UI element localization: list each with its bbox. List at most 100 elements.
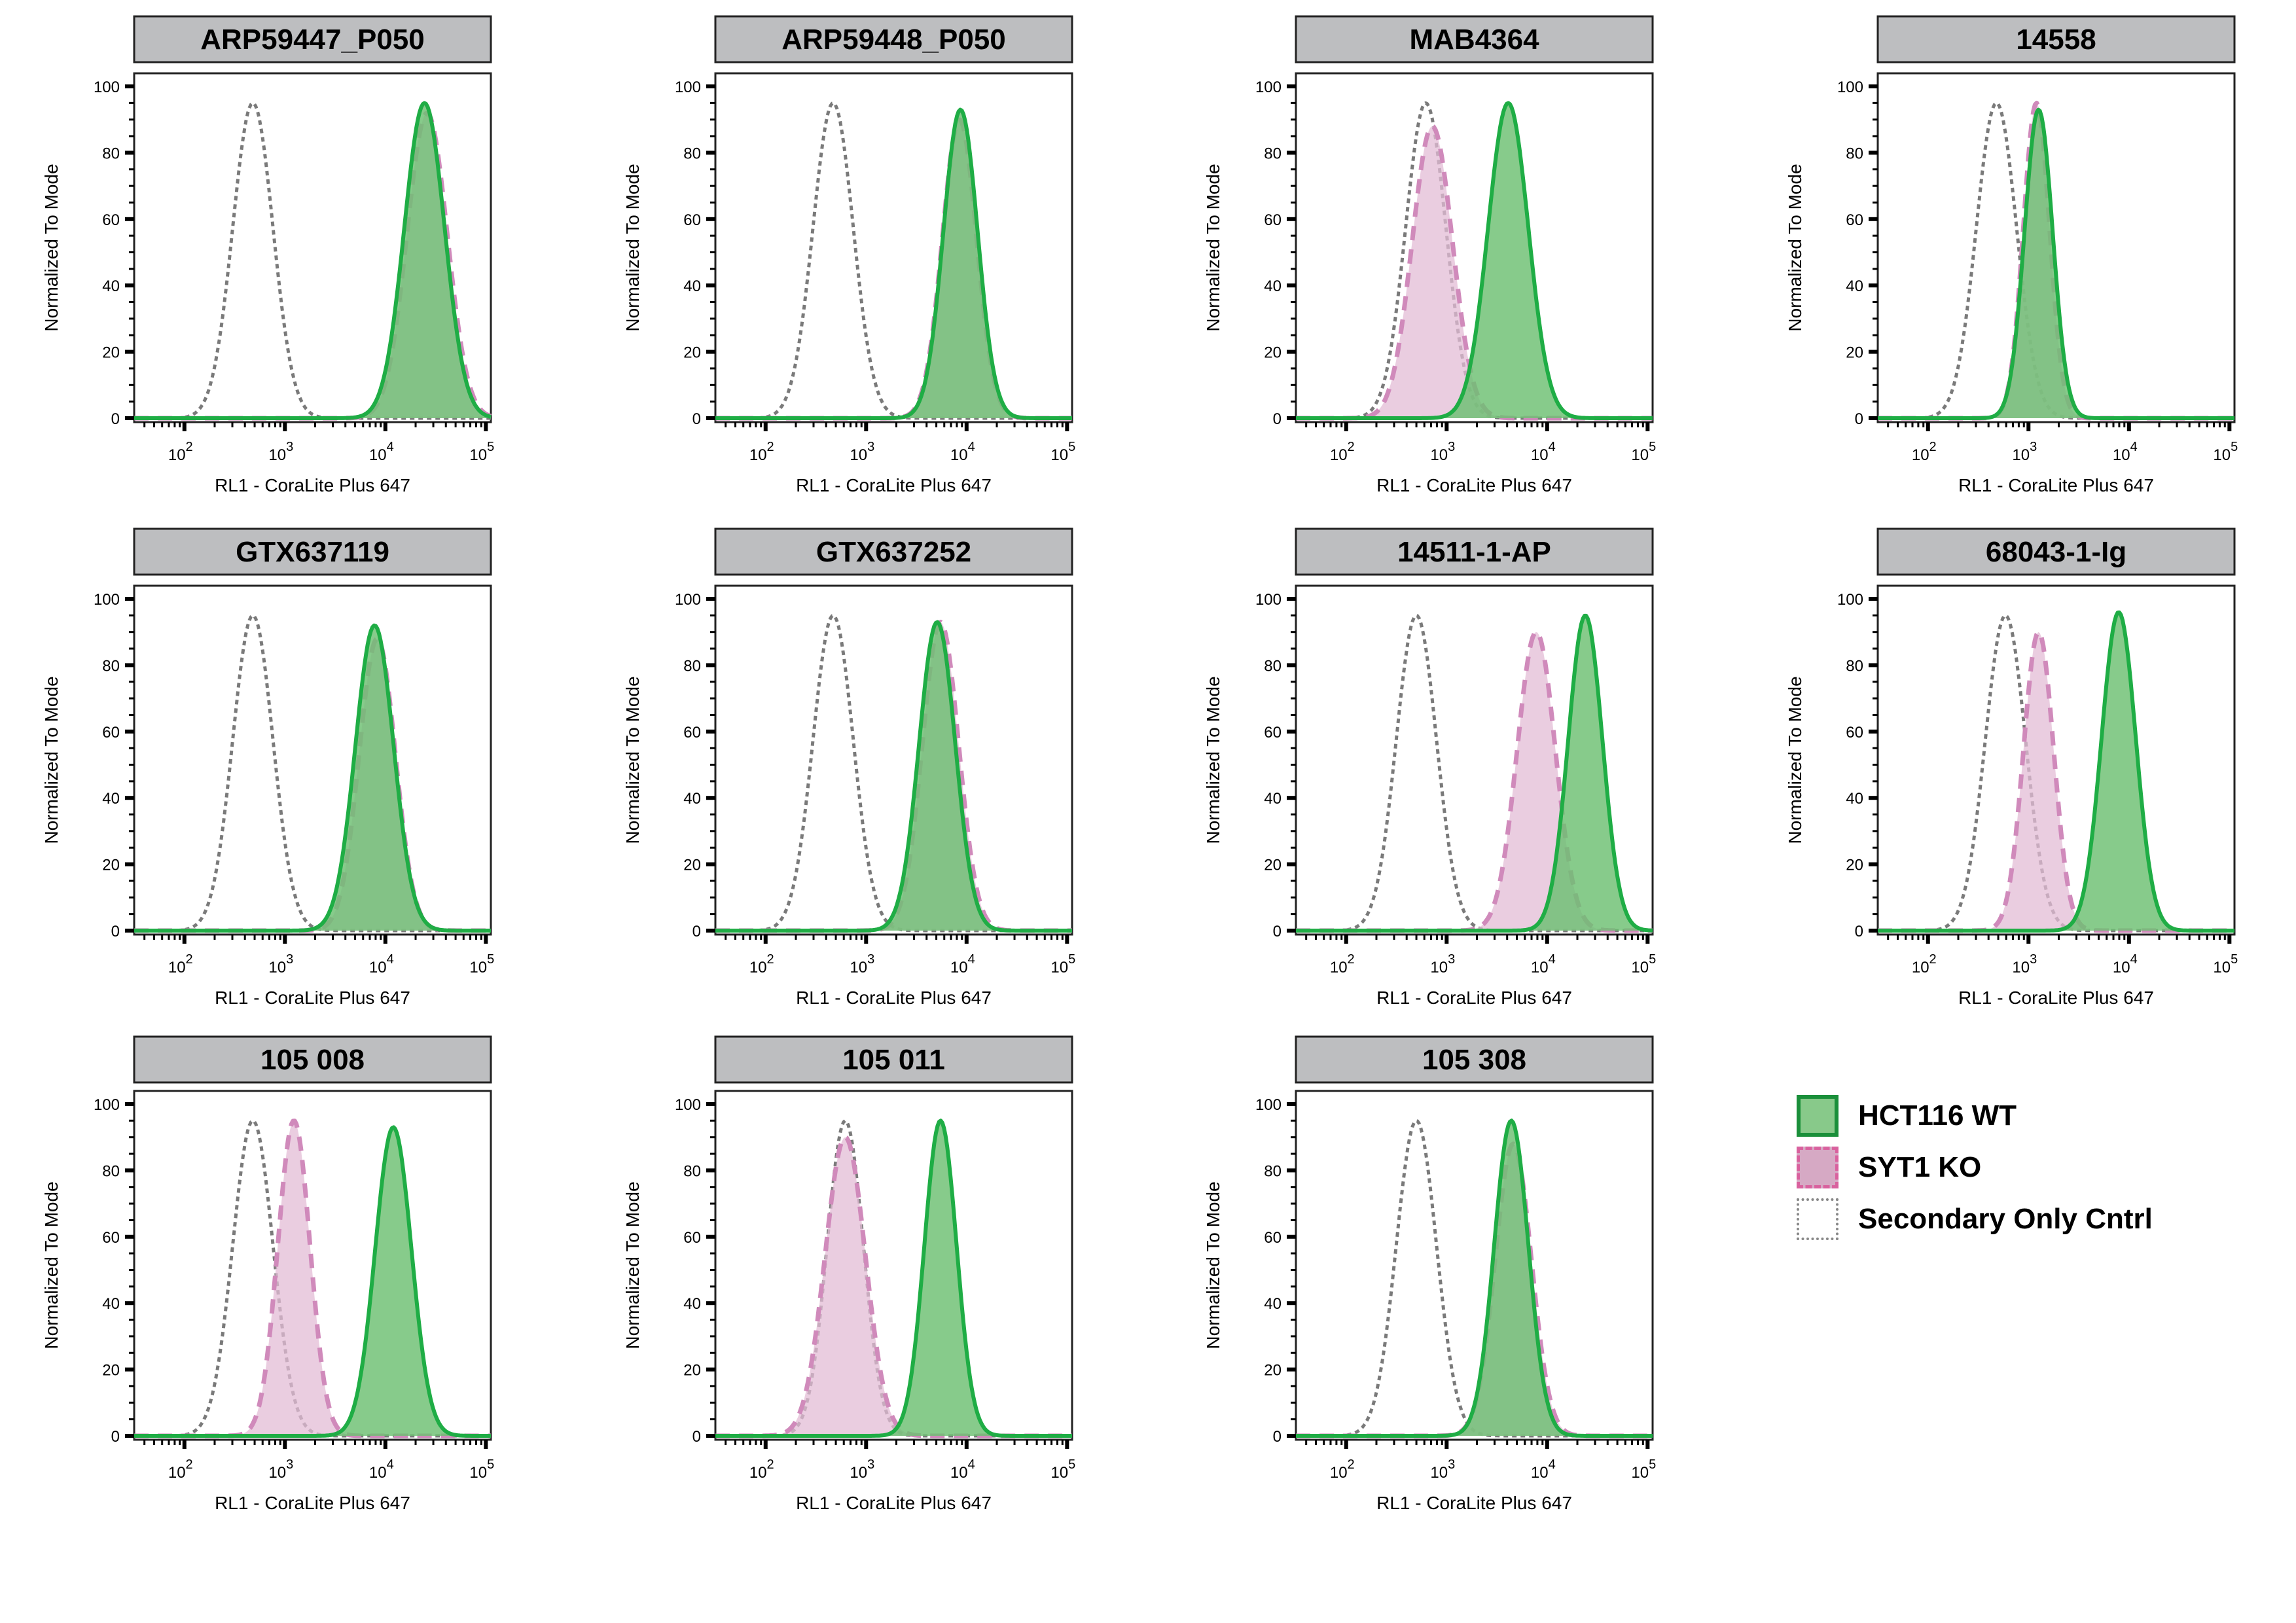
y-tick-label: 60 — [683, 724, 701, 741]
y-tick-label: 20 — [1264, 1362, 1282, 1380]
histogram-line-hct116-wt — [1295, 101, 1653, 420]
histogram-line-hct116-wt — [134, 101, 492, 420]
y-tick-label: 60 — [102, 211, 120, 229]
y-axis-label: Normalized To Mode — [41, 676, 62, 844]
panel-title: GTX637119 — [236, 536, 389, 568]
x-tick-label: 103 — [850, 1457, 874, 1482]
panel-title-box — [1876, 527, 2236, 576]
y-tick-label: 40 — [683, 277, 701, 295]
x-tick-label: 102 — [168, 1457, 193, 1482]
legend-item-ko: SYT1 KO — [1797, 1141, 2153, 1193]
y-tick-label: 0 — [1855, 923, 1863, 940]
histogram-fill-hct116-wt — [134, 1127, 491, 1436]
histogram-fill-hct116-wt — [1296, 103, 1653, 418]
legend-label: SYT1 KO — [1858, 1150, 1982, 1183]
plot-area — [714, 72, 1073, 423]
y-tick-label: 0 — [111, 1428, 120, 1446]
y-tick-label: 40 — [1264, 1295, 1282, 1313]
x-axis-label: RL1 - CoraLite Plus 647 — [796, 1493, 992, 1513]
panel-title-box — [133, 527, 492, 576]
plot-area — [133, 584, 492, 936]
x-tick-label: 104 — [2113, 440, 2138, 464]
y-axis-label: Normalized To Mode — [1785, 164, 1805, 331]
histogram-panel: GTX637119 0 20 40 60 80 100 102 103 104 105 RL1 - C… — [41, 527, 494, 1008]
panel-title: ARP59447_P050 — [200, 24, 424, 56]
legend-swatch-wt — [1797, 1094, 1839, 1137]
histogram-fill-hct116-wt — [715, 109, 1072, 418]
panel-title-box — [714, 15, 1073, 63]
histogram-panel: 105 011 0 20 40 60 80 100 102 103 104 105 RL1 - Cor… — [622, 1035, 1075, 1513]
panel-title-box — [133, 15, 492, 63]
x-tick-label: 103 — [1430, 1457, 1455, 1482]
y-tick-label: 100 — [675, 1096, 701, 1114]
y-axis-label: Normalized To Mode — [1203, 164, 1223, 331]
x-tick-label: 105 — [469, 1457, 494, 1482]
y-tick-label: 60 — [1264, 724, 1282, 741]
panel-title: 105 308 — [1422, 1044, 1526, 1076]
x-tick-label: 104 — [1531, 952, 1556, 976]
y-tick-label: 20 — [1846, 344, 1863, 362]
legend-item-wt: HCT116 WT — [1797, 1090, 2153, 1141]
y-tick-label: 80 — [102, 657, 120, 675]
y-tick-label: 80 — [1264, 1162, 1282, 1180]
x-tick-label: 103 — [850, 952, 874, 976]
x-tick-label: 104 — [2113, 952, 2138, 976]
y-tick-label: 40 — [102, 277, 120, 295]
y-axis-label: Normalized To Mode — [41, 164, 62, 331]
y-tick-label: 100 — [94, 591, 120, 609]
y-tick-label: 60 — [1846, 211, 1863, 229]
x-tick-label: 105 — [469, 440, 494, 464]
x-tick-label: 105 — [1631, 1457, 1656, 1482]
x-tick-label: 103 — [1430, 952, 1455, 976]
panel-title-box — [1295, 527, 1654, 576]
x-tick-label: 102 — [1912, 952, 1937, 976]
y-tick-label: 0 — [111, 923, 120, 940]
histogram-line-hct116-wt — [715, 1118, 1073, 1438]
x-tick-label: 102 — [1330, 1457, 1355, 1482]
y-axis-label: Normalized To Mode — [1785, 676, 1805, 844]
x-tick-label: 103 — [1430, 440, 1455, 464]
y-tick-label: 0 — [1273, 410, 1282, 428]
panel-title: 105 011 — [842, 1044, 945, 1076]
panel-title-box — [714, 527, 1073, 576]
x-tick-label: 105 — [1050, 1457, 1075, 1482]
x-tick-label: 102 — [749, 440, 774, 464]
histogram-panel: ARP59447_P050 0 20 40 60 80 100 102 103 104 105 RL1… — [41, 15, 494, 495]
histogram-panel: ARP59448_P050 0 20 40 60 80 100 102 103 104 105 RL1… — [622, 15, 1075, 495]
histogram-fill-hct116-wt — [134, 625, 491, 931]
y-axis-label: Normalized To Mode — [41, 1181, 62, 1349]
plot-area — [1295, 1090, 1654, 1441]
x-tick-label: 103 — [2012, 440, 2037, 464]
legend-swatch-ko — [1797, 1146, 1839, 1188]
legend-label: Secondary Only Cntrl — [1858, 1202, 2153, 1235]
histogram-line-hct116-wt — [134, 623, 492, 933]
y-tick-label: 60 — [683, 1229, 701, 1247]
y-tick-label: 80 — [102, 1162, 120, 1180]
x-tick-label: 105 — [2213, 440, 2238, 464]
x-tick-label: 104 — [369, 1457, 394, 1482]
y-tick-label: 60 — [1846, 724, 1863, 741]
x-axis-label: RL1 - CoraLite Plus 647 — [1376, 1493, 1572, 1513]
panel-title: 14511-1-AP — [1397, 536, 1551, 568]
legend-swatch-secondary — [1797, 1198, 1839, 1240]
panel-title: 105 008 — [260, 1044, 365, 1076]
y-tick-label: 80 — [1846, 145, 1863, 162]
y-tick-label: 40 — [683, 1295, 701, 1313]
x-tick-label: 103 — [850, 440, 874, 464]
histogram-fill-hct116-wt — [1296, 615, 1653, 931]
y-tick-label: 40 — [683, 790, 701, 808]
y-tick-label: 20 — [1264, 857, 1282, 874]
x-tick-label: 103 — [2012, 952, 2037, 976]
y-tick-label: 20 — [683, 1362, 701, 1380]
y-tick-label: 80 — [102, 145, 120, 162]
x-tick-label: 104 — [950, 952, 975, 976]
y-tick-label: 20 — [102, 1362, 120, 1380]
x-tick-label: 105 — [1631, 440, 1656, 464]
x-tick-label: 102 — [1330, 440, 1355, 464]
y-tick-label: 100 — [1255, 591, 1282, 609]
legend-label: HCT116 WT — [1858, 1099, 2017, 1132]
x-tick-label: 104 — [369, 440, 394, 464]
y-tick-label: 0 — [1273, 1428, 1282, 1446]
x-axis-label: RL1 - CoraLite Plus 647 — [215, 1493, 410, 1513]
y-axis-label: Normalized To Mode — [622, 676, 643, 844]
